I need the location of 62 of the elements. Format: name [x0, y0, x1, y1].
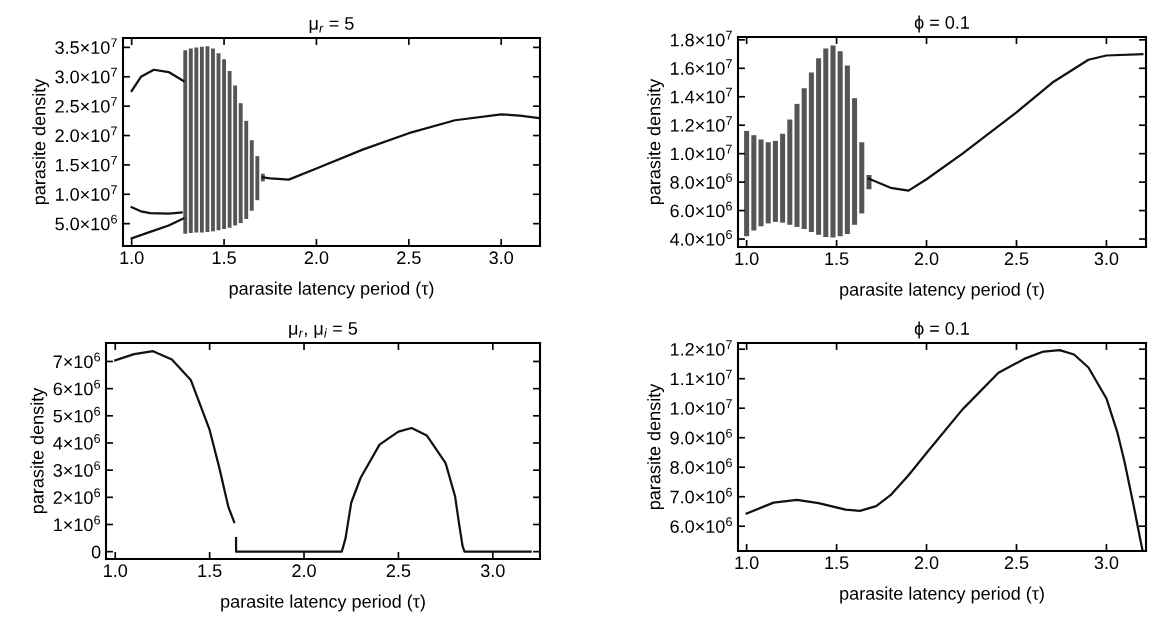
y-tick-label: 1.2×10$^{7}$	[670, 116, 732, 132]
x-tick-label: 2.5	[1004, 556, 1029, 570]
chart-title: ϕ = 0.1	[914, 321, 970, 339]
y-tick-label: 6.0×10$^{6}$	[670, 201, 732, 218]
x-tick-label: 2.5	[397, 251, 421, 265]
x-tick-label: 1.0	[104, 564, 128, 578]
y-tick-label: 6×10$^{6}$	[53, 379, 101, 396]
y-tick-label: 1.0×10$^{7}$	[670, 144, 732, 161]
x-tick-label: 3.0	[489, 251, 514, 265]
x-tick-label: 2.0	[304, 251, 329, 265]
y-tick-label: 9.0×10$^{6}$	[670, 428, 732, 445]
chart-title: μ$_{r}$ = 5	[309, 17, 354, 34]
y-tick-label: 6.0×10$^{6}$	[670, 517, 732, 533]
y-tick-label: 0	[91, 545, 101, 559]
y-tick-label: 1.6×10$^{7}$	[670, 59, 732, 75]
x-axis-title: parasite latency period (τ)	[840, 282, 1044, 300]
x-tick-label: 1.0	[735, 556, 759, 570]
y-tick-label: 8.0×10$^{6}$	[670, 173, 732, 189]
x-tick-label: 3.0	[480, 564, 505, 578]
x-tick-label: 3.0	[1094, 252, 1119, 266]
x-tick-label: 2.0	[914, 556, 939, 570]
x-axis-title: parasite latency period (τ)	[221, 594, 425, 612]
x-tick-label: 1.5	[825, 556, 849, 570]
y-tick-label: 2×10$^{6}$	[53, 488, 101, 505]
x-axis-title: parasite latency period (τ)	[229, 281, 434, 299]
y-tick-label: 1.1×10$^{7}$	[670, 369, 732, 386]
y-tick-label: 1.2×10$^{7}$	[670, 340, 732, 356]
x-tick-label: 2.0	[292, 564, 316, 578]
y-tick-label: 7×10$^{6}$	[53, 352, 101, 369]
y-tick-label: 7.0×10$^{6}$	[670, 487, 732, 504]
y-tick-label: 3×10$^{6}$	[53, 461, 101, 477]
x-tick-label: 1.5	[212, 251, 236, 265]
y-tick-label: 4.0×10$^{6}$	[670, 230, 732, 246]
x-tick-label: 1.5	[198, 564, 222, 578]
y-tick-label: 2.0×10$^{7}$	[55, 126, 117, 143]
y-axis-title: parasite density	[32, 78, 50, 205]
y-axis-title: parasite density	[30, 387, 48, 514]
y-tick-label: 1×10$^{6}$	[54, 515, 101, 532]
x-tick-label: 2.0	[914, 252, 939, 266]
x-tick-label: 3.0	[1094, 556, 1119, 570]
y-tick-label: 1.4×10$^{7}$	[670, 87, 732, 104]
chart-title: μ$_{r}$, μ$_{i}$ = 5	[289, 322, 358, 339]
y-tick-label: 5.0×10$^{6}$	[55, 214, 117, 231]
y-tick-label: 2.5×10$^{7}$	[55, 97, 117, 113]
y-tick-label: 1.5×10$^{7}$	[55, 155, 117, 172]
y-tick-label: 8.0×10$^{6}$	[670, 458, 732, 474]
x-tick-label: 1.0	[735, 252, 759, 266]
x-tick-label: 1.0	[120, 251, 144, 265]
chart-title: ϕ = 0.1	[914, 15, 970, 33]
y-tick-label: 4×10$^{6}$	[53, 434, 101, 450]
y-tick-label: 1.0×10$^{7}$	[670, 399, 732, 415]
y-tick-label: 5×10$^{6}$	[53, 406, 101, 423]
x-axis-title: parasite latency period (τ)	[840, 586, 1044, 604]
y-tick-label: 3.0×10$^{7}$	[55, 67, 117, 84]
y-tick-label: 1.8×10$^{7}$	[670, 30, 732, 47]
x-tick-label: 1.5	[825, 252, 849, 266]
x-tick-label: 2.5	[1004, 252, 1029, 266]
x-tick-label: 2.5	[386, 564, 411, 578]
y-axis-title: parasite density	[647, 383, 665, 510]
y-tick-label: 1.0×10$^{7}$	[55, 185, 117, 201]
y-axis-title: parasite density	[647, 78, 665, 205]
y-tick-label: 3.5×10$^{7}$	[55, 38, 117, 54]
